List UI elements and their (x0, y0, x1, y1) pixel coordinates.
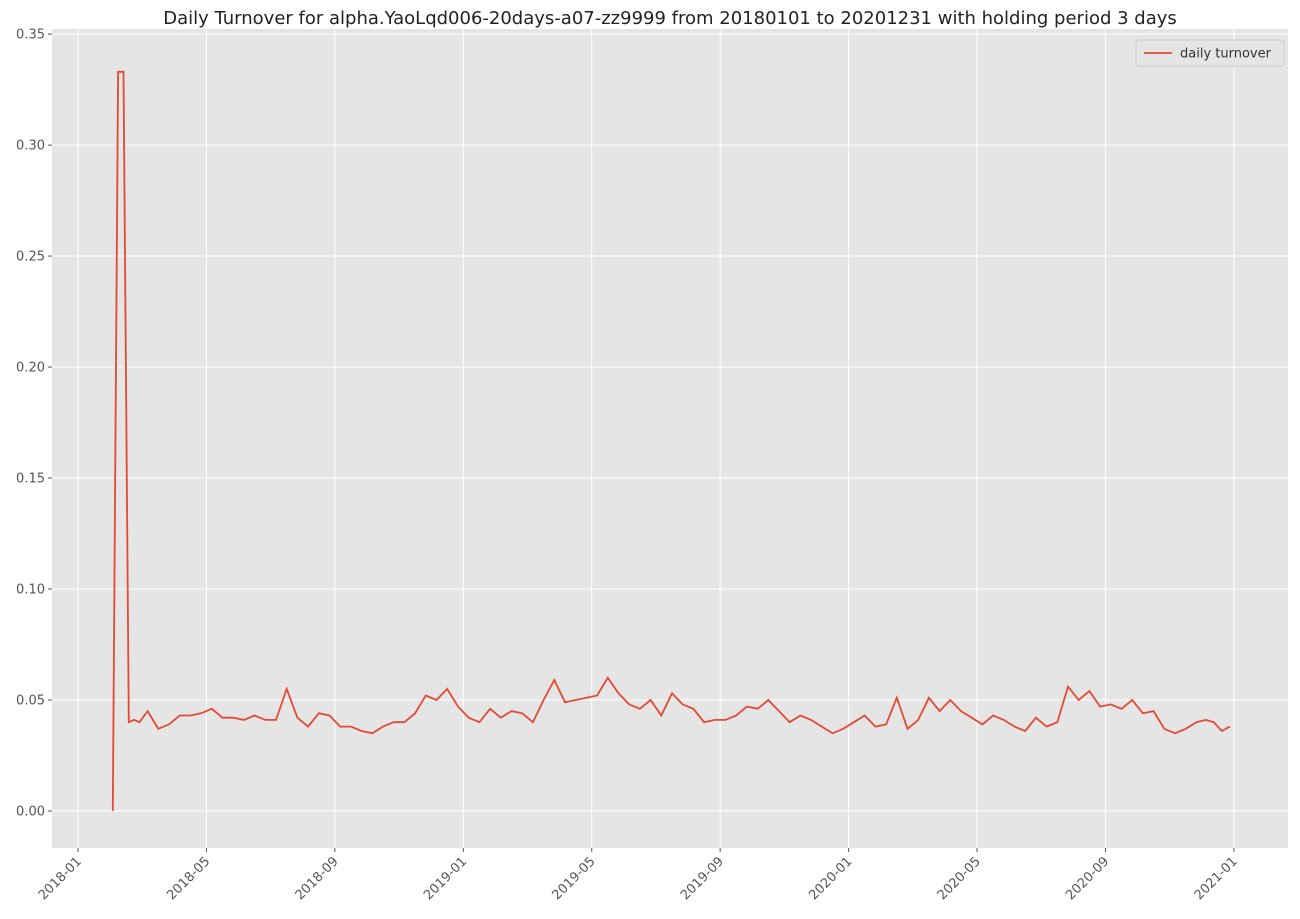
x-tick-label: 2019-09 (678, 854, 727, 903)
x-tick-label: 2019-05 (550, 854, 599, 903)
plot-area (52, 29, 1288, 848)
y-tick-label: 0.30 (16, 139, 45, 154)
data-line (111, 70, 1231, 811)
x-tick-label: 2019-01 (421, 854, 470, 903)
x-tick-label: 2020-01 (806, 854, 855, 903)
x-tick-label: 2021-01 (1192, 854, 1241, 903)
y-tick-label: 0.10 (16, 582, 45, 597)
x-tick-label: 2018-05 (164, 854, 213, 903)
y-tick-label: 0.15 (16, 472, 45, 487)
y-tick-label: 0.25 (16, 250, 45, 265)
x-tick-label: 2018-01 (36, 854, 85, 903)
chart-title: Daily Turnover for alpha.YaoLqd006-20day… (163, 8, 1177, 29)
y-tick-label: 0.20 (16, 361, 45, 376)
x-tick-label: 2020-05 (935, 854, 984, 903)
legend-box (1135, 39, 1285, 67)
y-tick-label: 0.05 (16, 693, 45, 708)
x-tick-label: 2020-09 (1063, 854, 1112, 903)
y-tick-label: 0.35 (16, 28, 45, 43)
legend-label: daily turnover (1180, 47, 1272, 62)
y-tick-label: 0.00 (16, 804, 45, 819)
legend: daily turnover (1135, 39, 1285, 67)
x-tick-label: 2018-09 (293, 854, 342, 903)
